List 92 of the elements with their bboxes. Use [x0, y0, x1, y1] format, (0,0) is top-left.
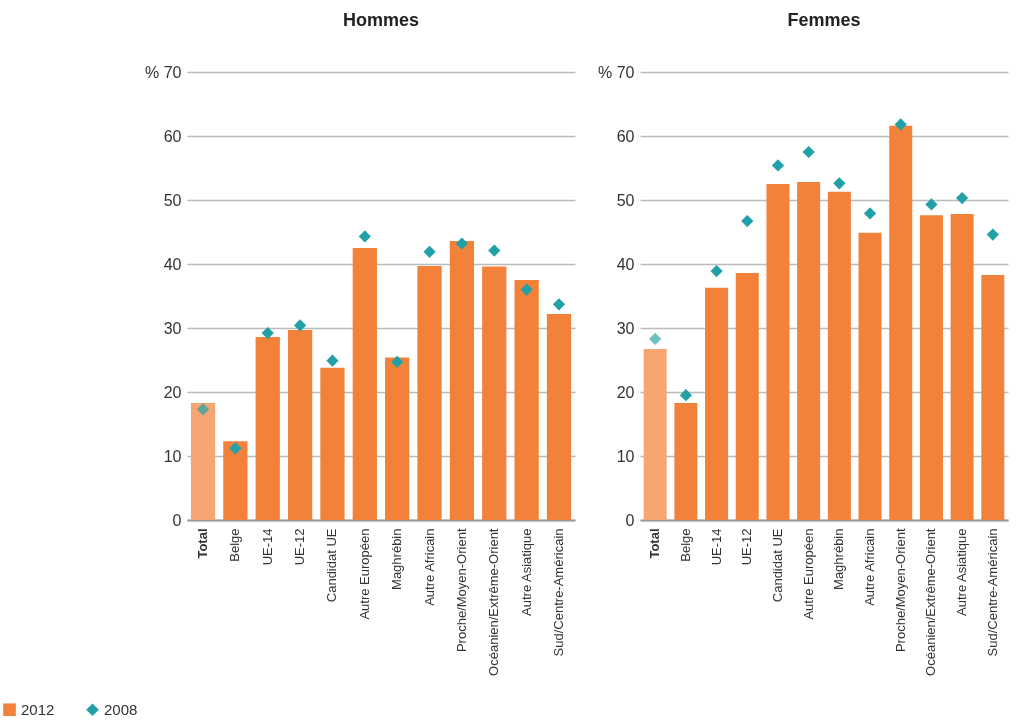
bar: [705, 287, 729, 520]
bar: [449, 240, 475, 520]
bar: [889, 125, 913, 520]
bar: [514, 280, 539, 520]
bar: [320, 367, 345, 520]
bar: [223, 441, 248, 520]
bar: [546, 313, 572, 520]
y-tick-label: 0: [625, 511, 635, 529]
bar: [255, 336, 280, 520]
x-tick-label: Belge: [677, 528, 693, 562]
y-tick-label: 30: [616, 319, 635, 337]
point: [391, 355, 404, 369]
x-tick-label: Maghrébin: [389, 528, 405, 590]
y-tick-label: 20: [616, 383, 635, 401]
point: [326, 354, 339, 367]
bar: [417, 265, 442, 520]
point: [229, 442, 242, 455]
point: [741, 215, 754, 228]
point: [261, 327, 274, 340]
bar: [190, 402, 216, 520]
x-tick-label: Proche/Moyen-Orient: [892, 528, 908, 653]
point: [196, 403, 210, 416]
y-tick-label: 50: [616, 191, 635, 209]
legend-label: 2012: [21, 700, 55, 718]
y-tick-label: 50: [163, 191, 182, 209]
bar: [950, 214, 974, 520]
bar: [827, 191, 851, 520]
bar: [858, 232, 882, 520]
x-tick-label: Autre Africain: [862, 528, 878, 606]
bar: [352, 248, 377, 520]
point: [771, 159, 785, 172]
x-tick-label: Total: [195, 528, 211, 559]
point: [986, 228, 999, 241]
y-tick-label: 0: [172, 511, 182, 529]
x-tick-label: Autre Européen: [800, 528, 816, 620]
point: [520, 283, 533, 296]
bar: [674, 402, 698, 520]
x-tick-label: Autre Africain: [421, 528, 437, 606]
x-tick-label: Sud/Centre-Américain: [984, 528, 1000, 657]
point: [833, 177, 846, 190]
point: [488, 244, 501, 257]
point: [649, 332, 662, 345]
point: [679, 389, 693, 402]
x-tick-label: Autre Européen: [356, 528, 372, 620]
point: [455, 237, 469, 250]
bar: [981, 274, 1005, 520]
x-tick-label: Autre Asiatique: [954, 528, 970, 616]
point: [802, 145, 815, 159]
point: [710, 264, 723, 278]
bar: [766, 184, 790, 520]
x-tick-label: Candidat UE: [324, 528, 340, 603]
bar: [643, 349, 667, 520]
x-tick-label: Total: [647, 528, 663, 559]
point: [894, 118, 907, 131]
x-tick-label: Sud/Centre-Américain: [550, 528, 566, 657]
y-tick-label: % 70: [598, 63, 635, 81]
y-tick-label: 10: [163, 447, 182, 465]
point: [552, 298, 566, 311]
x-tick-label: UE-14: [259, 528, 275, 566]
chart-title: Hommes: [342, 10, 420, 30]
point: [925, 198, 938, 211]
x-tick-label: Candidat UE: [769, 528, 785, 603]
x-tick-label: UE-12: [292, 528, 308, 566]
point: [293, 319, 307, 332]
point: [423, 245, 436, 258]
x-tick-label: UE-12: [739, 528, 755, 566]
x-tick-label: Maghrébin: [831, 528, 847, 590]
bar: [482, 266, 507, 520]
y-tick-label: 60: [616, 127, 635, 145]
point: [358, 230, 371, 243]
bar: [797, 182, 821, 520]
y-tick-label: 40: [616, 255, 635, 273]
x-tick-label: Belge: [227, 528, 243, 562]
y-tick-label: 60: [163, 127, 182, 145]
point: [863, 207, 877, 220]
y-tick-label: % 70: [145, 63, 182, 81]
y-tick-label: 30: [163, 319, 182, 337]
y-tick-label: 40: [163, 255, 182, 273]
x-tick-label: Océanien/Extrême-Orient: [923, 528, 939, 676]
y-tick-label: 20: [163, 383, 182, 401]
bar: [287, 329, 313, 520]
bar: [735, 272, 759, 520]
x-tick-label: Autre Asiatique: [518, 528, 534, 616]
bar: [919, 215, 943, 520]
x-tick-label: UE-14: [708, 528, 724, 566]
x-tick-label: Proche/Moyen-Orient: [453, 528, 469, 653]
legend-label: 2008: [104, 700, 138, 718]
x-tick-label: Océanien/Extrême-Orient: [486, 528, 502, 676]
chart-title: Femmes: [787, 10, 861, 30]
bar: [385, 357, 410, 520]
y-tick-label: 10: [616, 447, 635, 465]
point: [955, 191, 969, 205]
